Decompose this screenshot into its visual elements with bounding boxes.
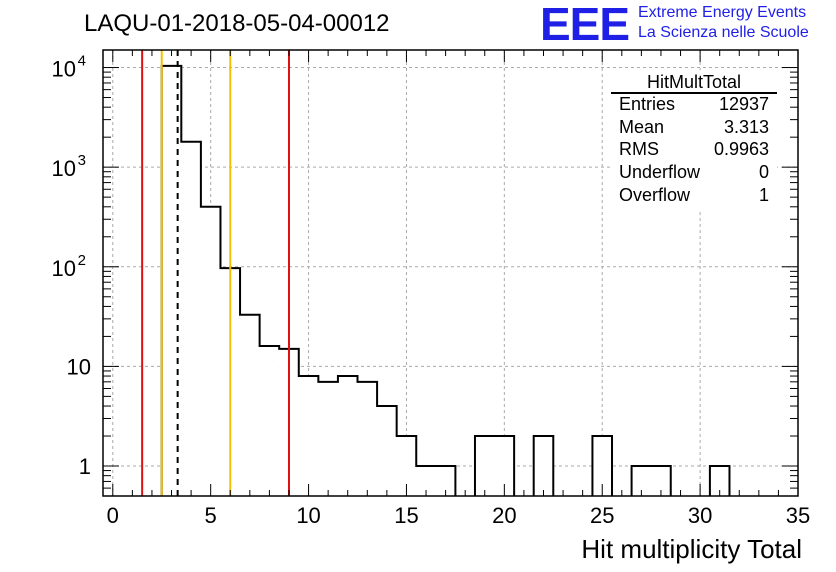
histogram-bin xyxy=(377,406,397,496)
stats-value: 0 xyxy=(758,162,769,182)
histogram-bin xyxy=(435,466,456,496)
axes xyxy=(102,49,799,497)
histogram-outline xyxy=(160,64,731,496)
x-tick-label: 30 xyxy=(688,503,712,528)
y-tick-label: 10 xyxy=(67,354,91,379)
histogram-bin xyxy=(474,436,495,496)
stats-box: HitMultTotal Entries 12937 Mean 3.313 RM… xyxy=(611,70,777,212)
stats-label: RMS xyxy=(619,139,659,159)
stats-row-entries: Entries 12937 xyxy=(619,94,769,116)
chart-title: LAQU-01-2018-05-04-00012 xyxy=(84,10,390,37)
y-tick-exponent: 3 xyxy=(78,152,86,169)
histogram-bin xyxy=(533,436,554,496)
stats-divider xyxy=(611,92,777,94)
stats-value: 1 xyxy=(758,185,769,205)
histogram-bin xyxy=(592,436,613,496)
x-tick-label: 5 xyxy=(205,503,217,528)
y-tick-label: 10 xyxy=(52,256,76,281)
histogram-bin xyxy=(357,381,378,496)
logo-line-1: Extreme Energy Events xyxy=(638,4,807,21)
histogram-bin xyxy=(651,466,671,496)
histogram-bars xyxy=(161,65,730,496)
histogram-bin xyxy=(161,65,182,496)
y-tick-exponent: 2 xyxy=(78,252,86,269)
y-tick-label: 10 xyxy=(52,57,76,82)
eee-logo: EEE xyxy=(540,0,630,50)
histogram-bin xyxy=(259,346,280,496)
stats-value: 0.9963 xyxy=(713,139,769,159)
stats-row-overflow: Overflow 1 xyxy=(619,185,769,207)
stats-title: HitMultTotal xyxy=(646,72,742,92)
stats-row-rms: RMS 0.9963 xyxy=(619,139,769,161)
histogram-bin xyxy=(181,141,201,496)
x-tick-label: 0 xyxy=(107,503,119,528)
reference-lines xyxy=(141,50,290,496)
histogram-bin xyxy=(416,466,436,496)
stats-row-mean: Mean 3.313 xyxy=(619,117,769,139)
x-tick-label: 35 xyxy=(786,503,810,528)
y-tick-exponent: 4 xyxy=(78,53,86,70)
stats-value: 12937 xyxy=(718,94,769,114)
x-tick-label: 20 xyxy=(492,503,516,528)
stats-row-underflow: Underflow 0 xyxy=(619,162,769,184)
histogram-bin xyxy=(200,206,221,496)
histogram-bin xyxy=(494,436,515,496)
histogram-step-line xyxy=(160,64,731,496)
histogram-bin xyxy=(337,376,358,496)
stats-value: 3.313 xyxy=(723,117,769,137)
stats-label: Entries xyxy=(619,94,676,114)
y-tick-label: 1 xyxy=(79,454,91,479)
plot-frame xyxy=(102,49,799,497)
logo-line-2: La Scienza nelle Scuole xyxy=(638,24,809,41)
x-tick-label: 15 xyxy=(394,503,418,528)
histogram-bin xyxy=(298,376,319,496)
y-tick-label: 10 xyxy=(52,156,76,181)
histogram-bin xyxy=(240,314,260,496)
histogram-bin xyxy=(318,381,338,496)
x-axis-title: Hit multiplicity Total xyxy=(581,534,802,564)
histogram-bin xyxy=(709,466,730,496)
x-tick-label: 10 xyxy=(296,503,320,528)
histogram-bin xyxy=(396,436,417,496)
histogram-bin xyxy=(631,466,652,496)
x-tick-label: 25 xyxy=(590,503,614,528)
stats-label: Overflow xyxy=(619,185,691,205)
stats-label: Underflow xyxy=(619,162,701,182)
stats-label: Mean xyxy=(619,117,665,137)
